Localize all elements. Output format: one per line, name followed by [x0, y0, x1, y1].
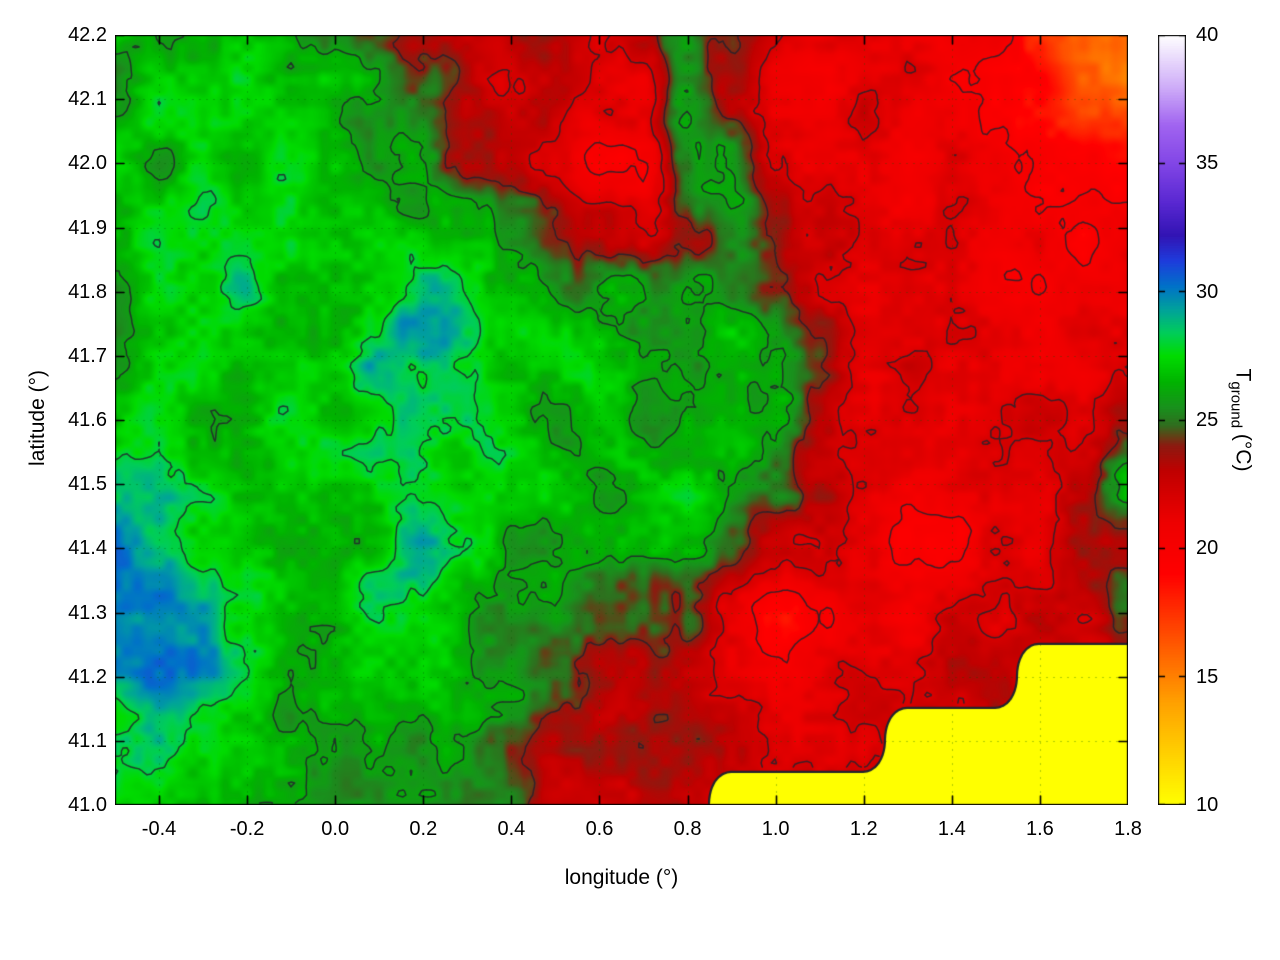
y-tick-label: 41.1	[68, 729, 107, 752]
x-tick-label: 1.4	[937, 818, 966, 840]
colorbar-label: Tground (°C)	[1227, 369, 1254, 472]
y-tick-label: 42.2	[68, 24, 107, 46]
colorbar-tick-label: 25	[1196, 409, 1219, 431]
colorbar-tick-label: 20	[1196, 537, 1219, 560]
x-tick-label: 0.6	[585, 818, 614, 840]
x-tick-label: 0.4	[497, 818, 526, 840]
colorbar-tick-label: 10	[1196, 794, 1219, 816]
heatmap-canvas	[115, 35, 1128, 805]
colorbar-tick-label: 35	[1196, 152, 1219, 175]
x-tick-label: -0.2	[229, 818, 265, 840]
colorbar-label-units: (°C)	[1231, 428, 1255, 472]
colorbar-tick-label: 30	[1196, 280, 1219, 303]
x-tick-label: 0.2	[409, 818, 438, 840]
y-tick-label: 42.0	[68, 152, 107, 175]
y-tick-label: 41.7	[68, 344, 107, 367]
colorbar-canvas	[1158, 35, 1186, 805]
y-tick-label: 41.4	[68, 537, 107, 560]
y-tick-label: 41.2	[68, 665, 107, 688]
colorbar-label-subscript: ground	[1227, 381, 1245, 429]
x-tick-label: -0.4	[141, 818, 177, 840]
x-tick-label: 0.0	[321, 818, 350, 840]
y-tick-label: 41.0	[68, 794, 107, 816]
y-tick-label: 41.8	[68, 280, 107, 303]
x-tick-label: 1.0	[761, 818, 790, 840]
colorbar-tick-label: 40	[1196, 24, 1219, 46]
colorbar-tick-label: 15	[1196, 665, 1219, 688]
x-tick-label: 0.8	[673, 818, 702, 840]
y-tick-label: 41.6	[68, 409, 107, 431]
y-tick-label: 41.9	[68, 216, 107, 239]
x-axis-label: longitude (°)	[564, 866, 679, 889]
plot-area	[115, 35, 1128, 805]
x-tick-label: 1.6	[1026, 818, 1054, 840]
y-axis-label: latitude (°)	[26, 370, 49, 466]
x-tick-label: 1.8	[1114, 818, 1142, 840]
y-tick-label: 41.5	[68, 473, 107, 496]
colorbar-label-symbol: T	[1231, 368, 1255, 382]
y-tick-label: 42.1	[68, 88, 107, 111]
y-tick-label: 41.3	[68, 601, 107, 624]
colorbar	[1158, 35, 1186, 805]
x-tick-label: 1.2	[849, 818, 878, 840]
